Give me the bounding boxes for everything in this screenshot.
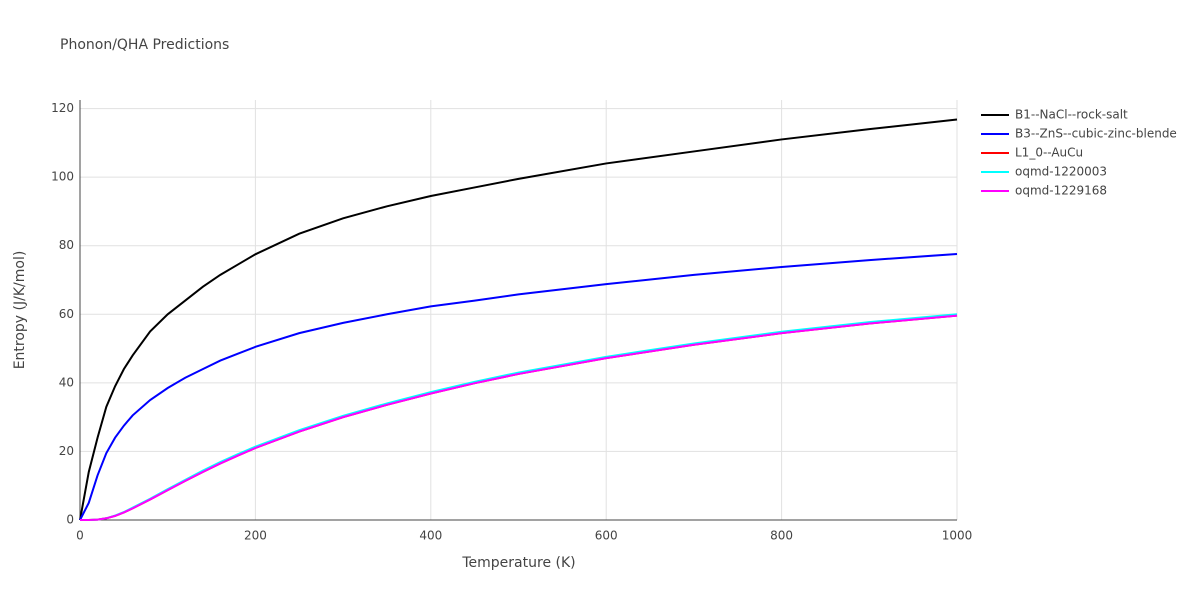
- x-tick-label: 400: [419, 529, 442, 543]
- y-tick-label: 120: [51, 101, 74, 115]
- series-line: [79, 252, 958, 521]
- y-tick-label: 100: [51, 170, 74, 184]
- legend-label: B3--ZnS--cubic-zinc-blende: [1015, 127, 1177, 141]
- x-tick-label: 200: [244, 529, 267, 543]
- series-line: [79, 118, 958, 521]
- x-axis-title: Temperature (K): [461, 555, 575, 571]
- x-tick-label: 1000: [942, 529, 973, 543]
- legend-label: L1_0--AuCu: [1015, 146, 1083, 160]
- series-line: [80, 313, 958, 521]
- y-tick-label: 20: [59, 444, 74, 458]
- legend-label: oqmd-1229168: [1015, 184, 1107, 198]
- series-line: [80, 314, 958, 521]
- y-tick-label: 60: [59, 307, 74, 321]
- y-tick-label: 80: [59, 238, 74, 252]
- x-tick-label: 0: [76, 529, 84, 543]
- chart-title: Phonon/QHA Predictions: [60, 37, 229, 53]
- y-axis-title: Entropy (J/K/mol): [12, 251, 28, 370]
- x-tick-label: 800: [770, 529, 793, 543]
- y-tick-label: 40: [59, 375, 74, 389]
- y-tick-label: 0: [66, 513, 74, 527]
- series-line: [80, 314, 958, 521]
- x-tick-label: 600: [595, 529, 618, 543]
- legend-label: B1--NaCl--rock-salt: [1015, 108, 1128, 122]
- legend-label: oqmd-1220003: [1015, 165, 1107, 179]
